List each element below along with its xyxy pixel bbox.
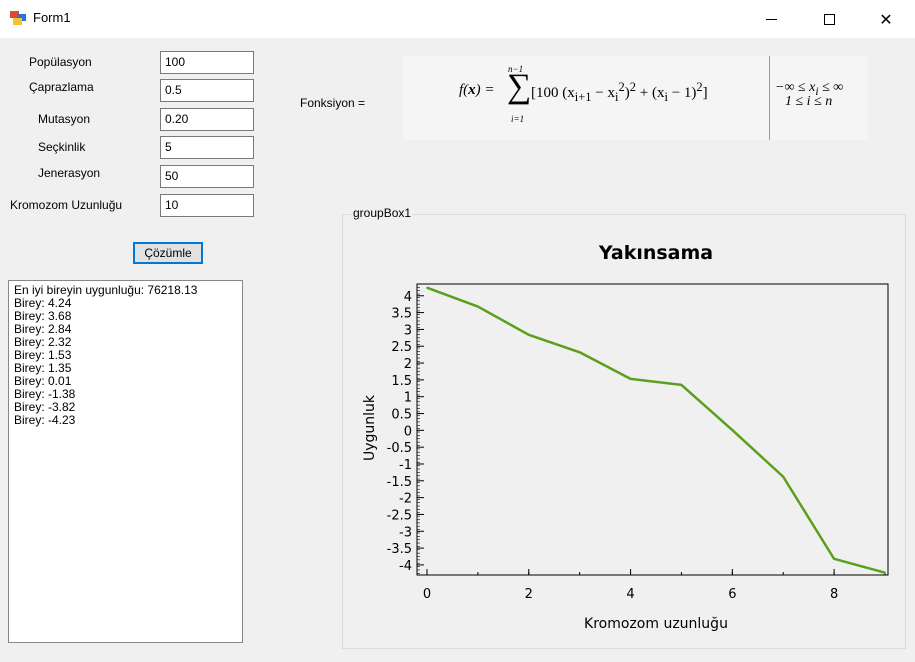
- close-button[interactable]: ✕: [857, 0, 915, 38]
- y-tick-label: 0.5: [391, 408, 412, 423]
- data-point: [680, 384, 683, 386]
- maximize-button[interactable]: [800, 0, 858, 38]
- data-point: [578, 351, 581, 354]
- x-tick-label: 6: [728, 587, 736, 602]
- data-point: [782, 475, 785, 478]
- y-tick-label: 2.5: [391, 340, 412, 355]
- x-tick-label: 2: [525, 587, 533, 602]
- populasyon-label: Popülasyon: [29, 55, 92, 69]
- list-item: Birey: 1.35: [14, 361, 72, 375]
- winforms-app-icon: [10, 11, 26, 25]
- function-label: Fonksiyon =: [300, 96, 366, 110]
- best-fitness-line: En iyi bireyin uygunluğu: 76218.13: [14, 283, 198, 297]
- y-tick-label: -3: [399, 525, 412, 540]
- y-axis-label: Uygunluk: [362, 394, 378, 461]
- minimize-button[interactable]: [742, 0, 800, 38]
- y-tick-label: -3.5: [387, 542, 412, 557]
- data-point: [477, 305, 479, 308]
- y-tick-label: 1.5: [391, 374, 412, 389]
- x-tick-label: 0: [423, 587, 431, 602]
- y-tick-label: 1: [404, 391, 412, 406]
- y-tick-label: -0.5: [387, 441, 412, 456]
- y-tick-label: -1: [399, 458, 412, 473]
- y-tick-label: -2.5: [387, 508, 412, 523]
- x-tick-label: 4: [626, 587, 634, 602]
- maximize-icon: [823, 13, 835, 25]
- data-point: [731, 429, 734, 431]
- y-tick-label: -4: [399, 559, 412, 574]
- kromozom-input[interactable]: 10: [160, 194, 254, 217]
- list-item: Birey: -3.82: [14, 400, 76, 414]
- list-item: Birey: 4.24: [14, 296, 72, 310]
- plot-frame: [416, 283, 889, 576]
- mutasyon-label: Mutasyon: [38, 112, 91, 126]
- y-tick-label: 3: [404, 323, 412, 338]
- y-tick-label: 4: [404, 290, 412, 305]
- chart-title: Yakınsama: [598, 242, 713, 264]
- list-item: Birey: -4.23: [14, 413, 76, 427]
- list-item: Birey: 3.68: [14, 309, 72, 323]
- jenerasyon-input[interactable]: 50: [160, 165, 254, 188]
- window-title: Form1: [33, 10, 71, 25]
- list-item: Birey: 2.84: [14, 322, 72, 336]
- caprazlama-input[interactable]: 0.5: [160, 79, 254, 102]
- list-item: Birey: 0.01: [14, 374, 72, 388]
- data-point: [426, 286, 428, 289]
- y-tick-label: 0: [404, 424, 412, 439]
- list-item: Birey: 2.32: [14, 335, 72, 349]
- seckinlik-label: Seçkinlik: [38, 140, 86, 154]
- y-tick-label: 2: [404, 357, 412, 372]
- data-point: [884, 571, 886, 574]
- close-icon: ✕: [879, 9, 893, 29]
- solve-button[interactable]: Çözümle: [133, 242, 203, 264]
- jenerasyon-label: Jenerasyon: [38, 166, 101, 180]
- x-axis-label: Kromozom uzunluğu: [584, 616, 728, 632]
- rosenbrock-formula-image: f(x) = n−1 ∑ i=1 [100 (xi+1 − xi2)2 + (x…: [403, 56, 868, 140]
- populasyon-input[interactable]: 100: [160, 51, 254, 74]
- caprazlama-label: Çaprazlama: [29, 80, 94, 94]
- results-listbox[interactable]: En iyi bireyin uygunluğu: 76218.13 Birey…: [8, 280, 243, 643]
- mutasyon-input[interactable]: 0.20: [160, 108, 254, 131]
- series-line: [426, 286, 886, 574]
- list-item: Birey: -1.38: [14, 387, 76, 401]
- convergence-chart: Yakınsama Kromozom uzunluğu Uygunluk 0 2 4…: [362, 242, 889, 632]
- group-box-title: groupBox1: [351, 206, 414, 220]
- minimize-icon: [765, 18, 777, 20]
- x-tick-label: 8: [830, 587, 838, 602]
- data-point: [629, 378, 632, 380]
- data-point: [833, 558, 835, 560]
- y-tick-label: -2: [399, 492, 412, 507]
- y-tick-label: 3.5: [391, 307, 412, 322]
- y-tick-label: -1.5: [387, 475, 412, 490]
- group-box: [342, 214, 906, 649]
- list-item: Birey: 1.53: [14, 348, 72, 362]
- data-point: [527, 333, 530, 336]
- title-bar: Form1 ✕: [0, 0, 915, 38]
- kromozom-label: Kromozom Uzunluğu: [10, 198, 123, 212]
- seckinlik-input[interactable]: 5: [160, 136, 254, 159]
